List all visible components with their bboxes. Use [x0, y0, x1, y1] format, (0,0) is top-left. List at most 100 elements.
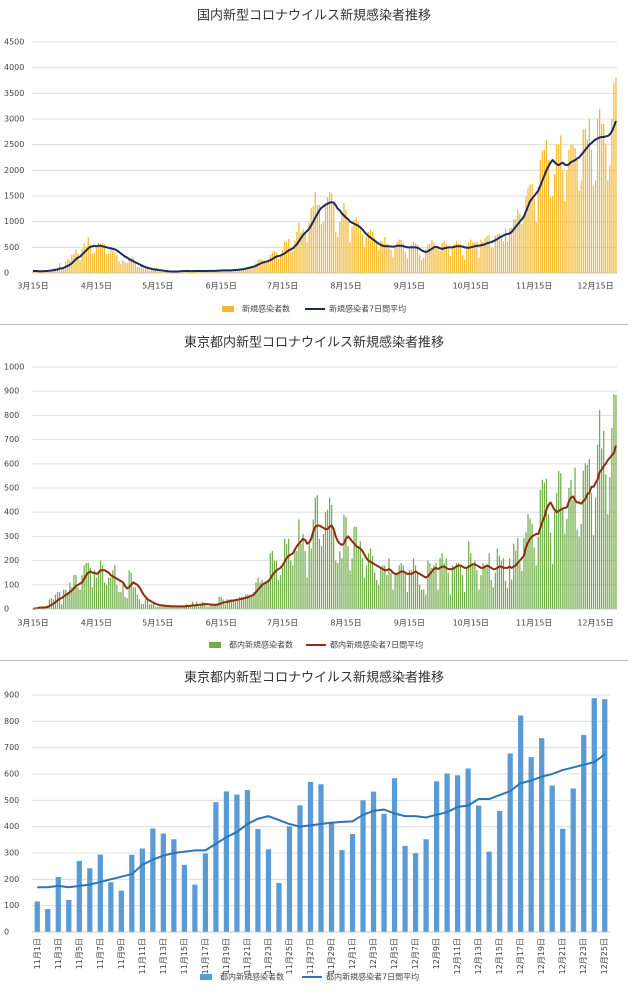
bar	[443, 563, 445, 609]
bar	[488, 553, 490, 609]
bar	[106, 254, 108, 273]
bar	[312, 206, 314, 273]
bar	[381, 813, 387, 932]
bar	[236, 269, 239, 273]
bar	[167, 271, 169, 273]
bar	[562, 170, 564, 273]
bar	[410, 570, 413, 609]
bar	[537, 186, 539, 273]
bar	[114, 565, 116, 609]
bar	[392, 589, 394, 609]
bar	[216, 270, 218, 273]
bar	[549, 533, 552, 609]
bar	[445, 243, 447, 273]
bar	[539, 160, 541, 273]
bar	[498, 555, 500, 609]
bar	[318, 784, 324, 932]
bar	[386, 575, 388, 609]
bar	[406, 592, 408, 609]
bar	[333, 529, 335, 609]
bar	[206, 271, 208, 273]
bar	[560, 135, 562, 273]
bar	[518, 715, 524, 932]
bar	[353, 526, 355, 609]
y-tick-label: 4500	[4, 38, 24, 47]
bar	[345, 517, 347, 609]
bar	[556, 144, 558, 273]
bar	[95, 577, 98, 609]
bar	[271, 550, 273, 609]
bar	[521, 224, 523, 273]
bar	[578, 190, 580, 273]
bar	[263, 584, 265, 609]
bar	[444, 773, 450, 932]
bar	[566, 170, 568, 273]
y-tick-label: 500	[4, 796, 19, 805]
bar	[556, 492, 558, 609]
bar	[112, 250, 114, 273]
bar	[173, 606, 175, 609]
bar	[265, 262, 267, 273]
bar	[457, 563, 460, 609]
bar	[273, 251, 275, 273]
bar	[427, 244, 429, 273]
bar	[122, 582, 124, 609]
bar	[265, 582, 267, 609]
bar	[298, 519, 300, 609]
x-tick-label: 3月15日	[17, 282, 48, 291]
bar	[192, 884, 198, 932]
bar	[165, 271, 167, 273]
bar	[572, 144, 574, 273]
bar	[261, 259, 263, 273]
bar	[302, 533, 304, 609]
bar	[297, 805, 303, 932]
bar	[275, 252, 278, 273]
bar	[281, 249, 284, 273]
bar	[48, 599, 50, 609]
bar	[165, 606, 167, 609]
bar	[343, 203, 345, 273]
bar	[259, 582, 261, 609]
bar	[468, 242, 470, 273]
y-tick-label: 1000	[4, 363, 24, 372]
bar	[63, 268, 65, 273]
bar	[464, 259, 466, 273]
bar	[376, 579, 378, 609]
bar	[177, 271, 179, 273]
bar	[251, 594, 253, 609]
bar	[504, 228, 507, 273]
bar	[228, 270, 230, 273]
bar	[261, 579, 263, 609]
bar	[594, 180, 597, 273]
bar	[470, 239, 472, 273]
y-tick-label: 3000	[4, 115, 24, 124]
bar	[558, 144, 560, 273]
bar	[269, 553, 271, 609]
bar	[228, 599, 230, 609]
bar	[277, 259, 280, 273]
bar	[502, 558, 505, 609]
bar	[87, 563, 89, 609]
bar	[423, 257, 425, 273]
bar	[194, 606, 196, 609]
bar	[206, 606, 208, 609]
legend-label: 都内新規感染者数	[220, 972, 284, 982]
bar	[547, 160, 550, 273]
x-tick-label: 11月5日	[75, 938, 84, 969]
bar	[89, 244, 91, 273]
bar	[466, 567, 468, 609]
bar	[376, 243, 378, 273]
bar	[142, 267, 145, 273]
bar	[594, 497, 597, 609]
bar	[132, 587, 134, 609]
bar	[613, 83, 615, 273]
bar	[73, 254, 75, 273]
bar	[560, 473, 562, 609]
bar	[564, 201, 566, 273]
bar	[564, 533, 566, 609]
bar	[129, 854, 135, 932]
bar	[543, 482, 545, 609]
bar	[369, 548, 372, 609]
bar	[578, 536, 580, 609]
bar	[288, 538, 290, 609]
